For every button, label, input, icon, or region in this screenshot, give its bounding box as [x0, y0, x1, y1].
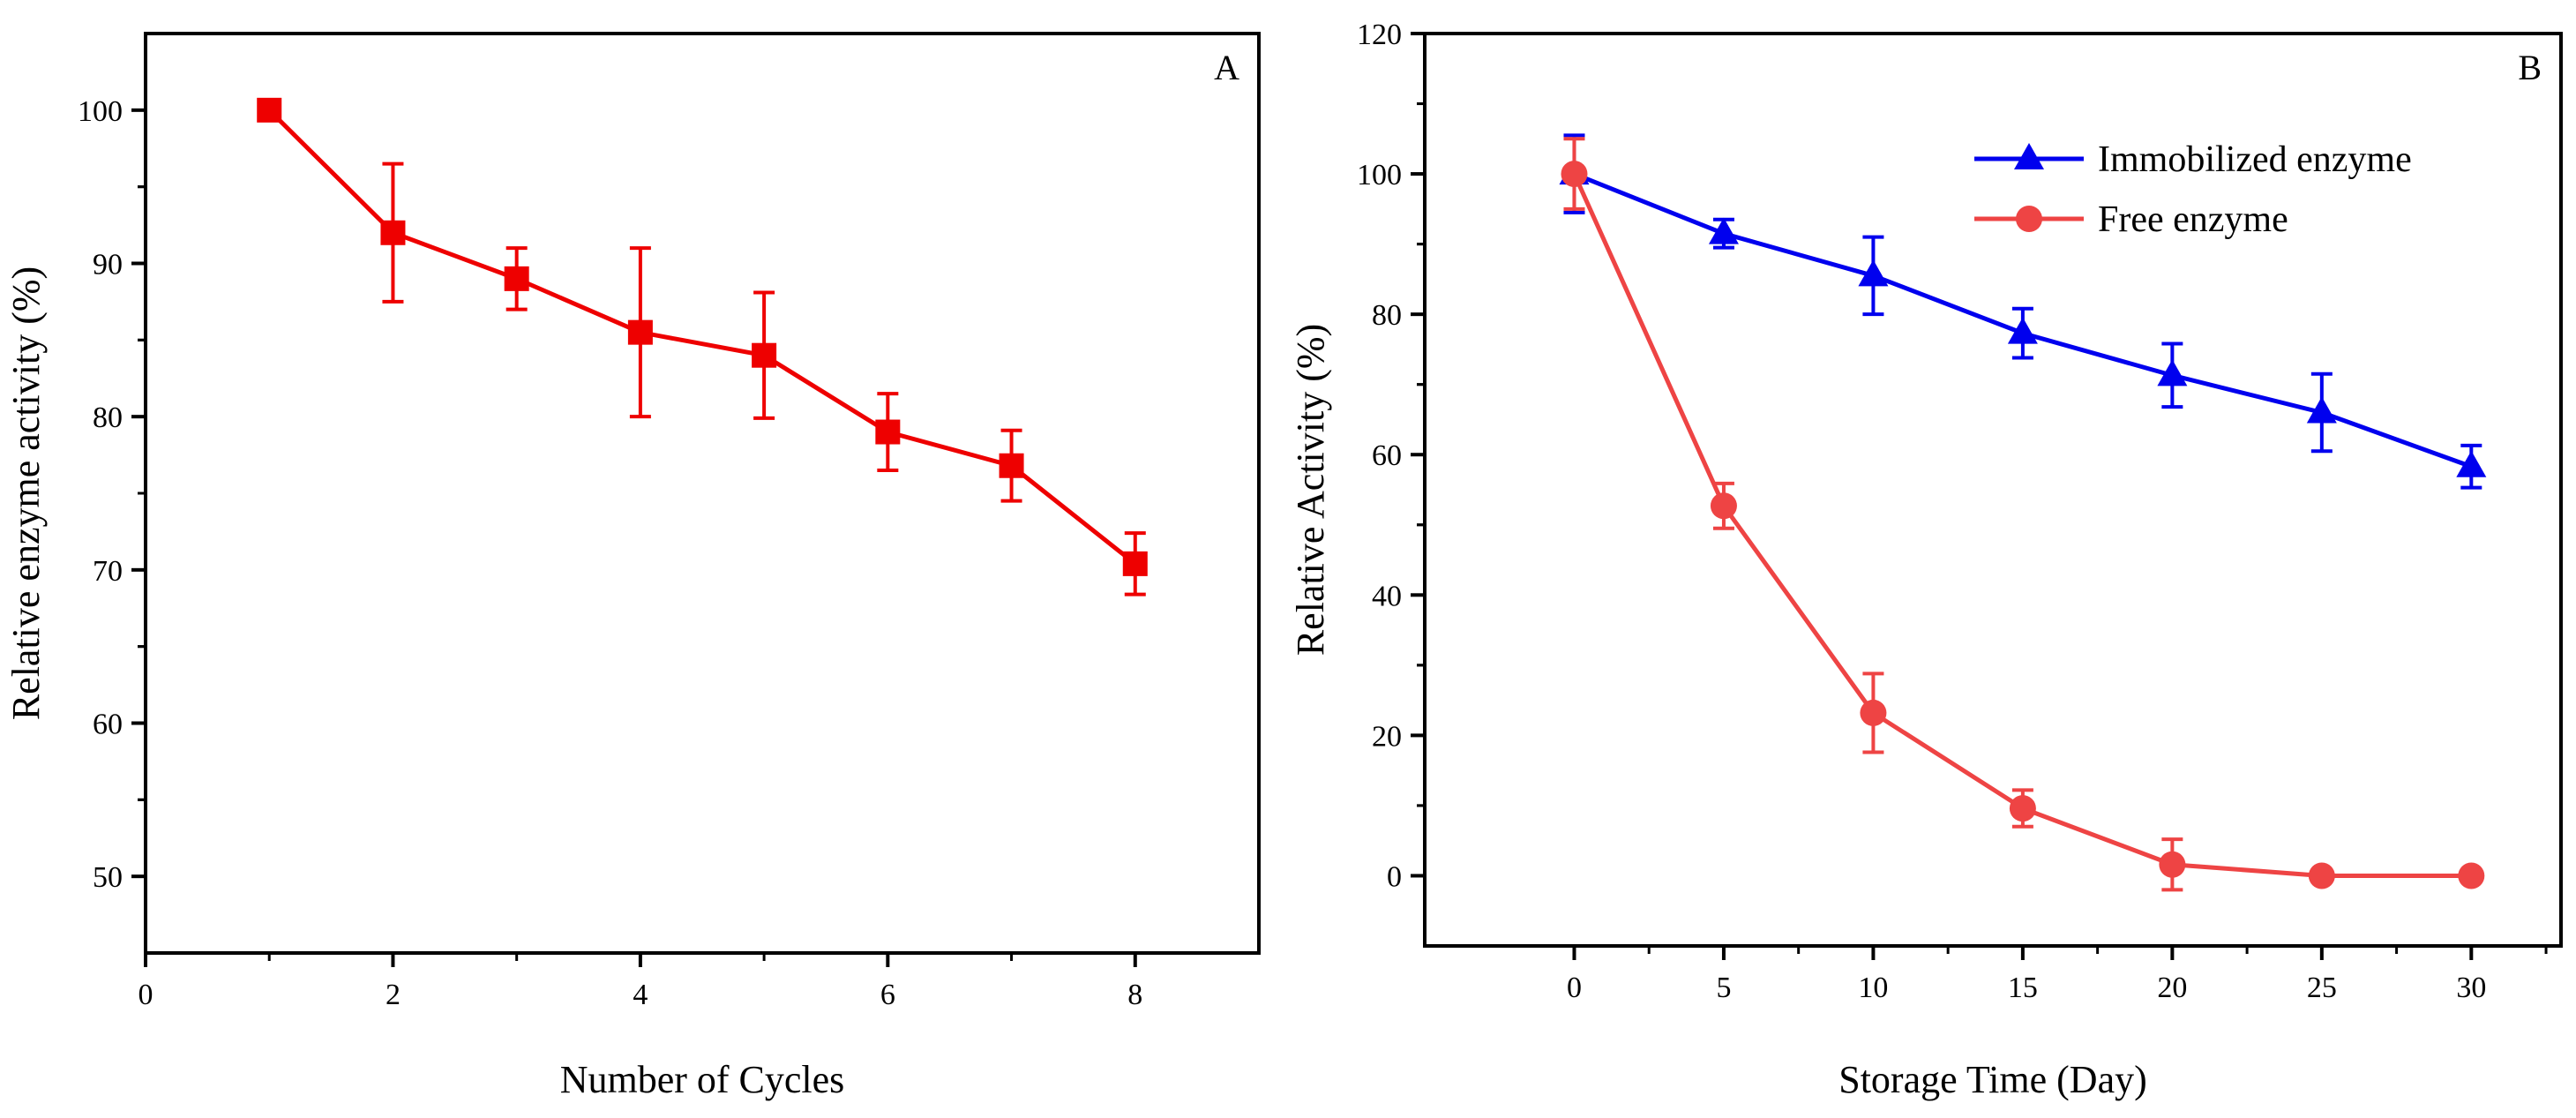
data-point — [380, 220, 406, 245]
y-tick-label: 90 — [93, 249, 123, 281]
data-point — [627, 319, 653, 345]
y-tick-label: 60 — [1372, 439, 1402, 472]
y-tick-label: 100 — [1357, 159, 1402, 191]
series-line — [267, 109, 1137, 566]
panel-label: B — [2518, 48, 2542, 87]
y-tick-label: 100 — [78, 95, 123, 128]
data-point — [752, 342, 777, 368]
data-point — [1122, 551, 1148, 576]
data-point — [2308, 862, 2335, 889]
data-point — [1710, 492, 1737, 520]
y-tick-label: 20 — [1372, 720, 1402, 753]
y-axis-label: Relative enzyme activity (%) — [4, 266, 48, 720]
x-tick-label: 0 — [139, 979, 154, 1011]
data-point — [999, 453, 1024, 478]
x-tick-label: 2 — [386, 979, 401, 1011]
y-tick-label: 60 — [93, 709, 123, 741]
y-axis-label: Relative Activity (%) — [1289, 324, 1332, 656]
data-point — [2157, 359, 2188, 386]
legend: Immobilized enzyme Free enzyme — [1974, 139, 2412, 240]
data-point — [1858, 259, 1889, 287]
x-tick-label: 0 — [1567, 972, 1582, 1004]
x-tick-label: 25 — [2307, 972, 2337, 1004]
chart-panel-a: 0 2 4 6 8 50 60 70 80 90 100 Number of Cycles Relati… — [4, 32, 1261, 1101]
y-tick-label: 50 — [93, 861, 123, 894]
data-point — [504, 266, 529, 291]
plot-frame — [1423, 32, 2563, 948]
x-tick-label: 30 — [2456, 972, 2486, 1004]
data-point — [2007, 317, 2038, 344]
x-axis-label: Storage Time (Day) — [1838, 1058, 2147, 1101]
legend-label: Immobilized enzyme — [2098, 139, 2412, 180]
x-tick-label: 5 — [1716, 972, 1731, 1004]
data-point — [2009, 795, 2036, 822]
legend-marker — [2014, 143, 2044, 169]
y-tick-label: 120 — [1357, 19, 1402, 51]
x-tick-label: 20 — [2157, 972, 2187, 1004]
x-tick-label: 10 — [1858, 972, 1888, 1004]
x-axis-label: Number of Cycles — [560, 1058, 845, 1101]
y-tick-label: 40 — [1372, 580, 1402, 612]
data-point — [2458, 862, 2485, 889]
y-tick-label: 70 — [93, 555, 123, 588]
x-tick-label: 8 — [1127, 979, 1142, 1011]
data-point — [2306, 396, 2337, 424]
x-tick-label: 4 — [633, 979, 648, 1011]
data-point — [1860, 699, 1887, 726]
data-point — [2456, 450, 2487, 477]
data-point — [257, 97, 282, 123]
data-point — [1708, 217, 1739, 244]
y-tick-label: 80 — [1372, 299, 1402, 332]
y-tick-label: 80 — [93, 401, 123, 434]
data-point — [2159, 851, 2186, 878]
series-cycles — [257, 97, 1148, 597]
data-point — [1561, 161, 1588, 188]
series-free-enzyme — [1561, 137, 2485, 892]
x-tick-label: 15 — [2008, 972, 2038, 1004]
legend-marker — [2016, 206, 2042, 232]
data-point — [875, 419, 901, 445]
panel-label: A — [1214, 48, 1239, 87]
legend-label: Free enzyme — [2098, 199, 2288, 240]
chart-panel-b: 0 5 10 15 20 25 30 0 20 40 60 80 100 120 Storage Time … — [1289, 19, 2563, 1101]
y-tick-label: 0 — [1387, 860, 1402, 893]
x-tick-label: 6 — [880, 979, 895, 1011]
